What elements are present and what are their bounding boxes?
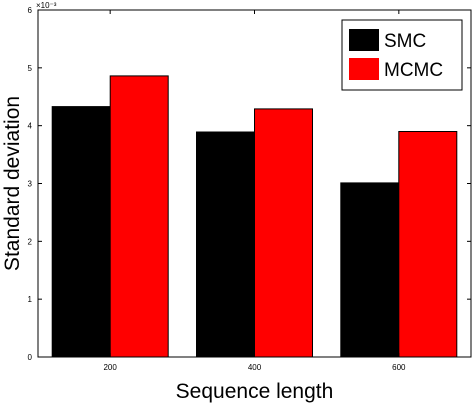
y-axis-label: Standard deviation	[1, 96, 24, 271]
y-tick-label: 2	[28, 237, 33, 246]
x-tick-label: 400	[248, 363, 262, 372]
bar-smc-600	[340, 182, 400, 358]
y-tick-label: 3	[28, 180, 33, 189]
y-tick-label: 5	[28, 64, 33, 73]
y-axis-ticks: 0 1 2 3 4 5 6	[28, 6, 471, 362]
legend: SMC MCMC	[341, 19, 463, 91]
x-axis-label: Sequence length	[176, 380, 334, 403]
legend-swatch-smc	[349, 29, 379, 51]
x-tick-label: 600	[392, 363, 406, 372]
legend-swatch-mcmc	[349, 58, 379, 80]
bar-smc-200	[51, 106, 111, 358]
bars-group	[51, 75, 458, 358]
y-tick-label: 1	[28, 295, 33, 304]
y-tick-label: 6	[28, 6, 33, 15]
x-tick-label: 200	[103, 363, 117, 372]
x-axis-ticks: 200 400 600	[103, 10, 406, 372]
y-tick-label: 0	[28, 353, 33, 362]
legend-label-smc: SMC	[384, 31, 426, 52]
y-tick-label: 4	[28, 122, 33, 131]
legend-label-mcmc: MCMC	[384, 60, 443, 81]
bar-mcmc-400	[254, 108, 313, 358]
bar-mcmc-200	[109, 75, 169, 358]
bar-mcmc-600	[398, 131, 458, 358]
y-exponent-label: ×10⁻³	[36, 1, 57, 10]
bar-smc-400	[196, 131, 255, 358]
